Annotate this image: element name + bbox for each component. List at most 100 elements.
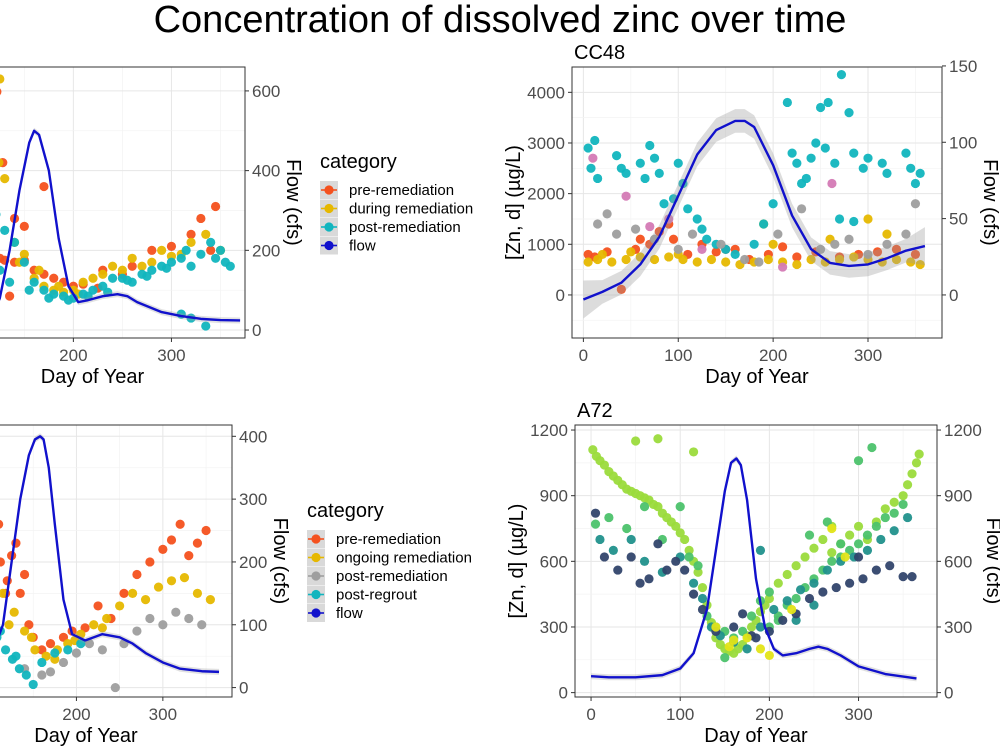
data-point bbox=[608, 545, 618, 555]
series-post-regrout bbox=[0, 626, 86, 690]
data-point bbox=[205, 595, 215, 605]
data-point bbox=[746, 622, 757, 632]
y-tick-label: 900 bbox=[540, 487, 568, 506]
data-point bbox=[158, 620, 168, 630]
panel-bottom-left: 200 300 Day of Year 0 100 200 300 400 Flow (cfs) bbox=[0, 424, 291, 747]
data-point bbox=[907, 572, 917, 582]
flow-smooth bbox=[0, 433, 220, 675]
data-point bbox=[197, 620, 207, 630]
data-point bbox=[84, 639, 94, 649]
data-point bbox=[210, 253, 221, 263]
data-point bbox=[836, 69, 847, 80]
flow-line bbox=[582, 119, 926, 301]
data-point bbox=[5, 291, 15, 301]
y2-tick-label: 600 bbox=[944, 552, 972, 571]
legend-key bbox=[320, 218, 338, 236]
data-point bbox=[0, 265, 5, 275]
data-point bbox=[640, 173, 650, 184]
data-point bbox=[127, 261, 137, 271]
data-point bbox=[804, 530, 815, 540]
data-point bbox=[759, 219, 769, 229]
plot-frame bbox=[0, 424, 233, 698]
data-point bbox=[827, 547, 837, 558]
data-point bbox=[662, 565, 672, 575]
flow-smooth bbox=[590, 455, 917, 682]
data-point bbox=[871, 521, 881, 531]
data-point bbox=[588, 153, 598, 163]
data-point bbox=[906, 257, 916, 267]
data-point bbox=[827, 556, 837, 566]
data-point bbox=[653, 539, 663, 549]
x-tick-label: 200 bbox=[62, 705, 90, 724]
data-point bbox=[19, 569, 30, 580]
data-point bbox=[740, 254, 750, 265]
data-point bbox=[611, 151, 622, 161]
scatter-points bbox=[0, 519, 215, 693]
y2-axis-label: Flow (cfs) bbox=[282, 159, 304, 246]
y2-tick-label: 400 bbox=[239, 427, 267, 446]
x-axis-label: Day of Year bbox=[705, 366, 809, 388]
data-point bbox=[102, 613, 112, 624]
data-point bbox=[30, 645, 40, 655]
data-point bbox=[15, 588, 25, 598]
data-point bbox=[668, 234, 679, 244]
data-point bbox=[902, 512, 913, 523]
data-point bbox=[830, 158, 840, 168]
data-point bbox=[171, 607, 181, 617]
data-point bbox=[593, 219, 603, 229]
data-point bbox=[764, 650, 774, 661]
data-point bbox=[635, 578, 645, 588]
y2-tick-label: 0 bbox=[252, 321, 261, 340]
flow-smooth bbox=[582, 109, 926, 319]
data-point bbox=[697, 582, 708, 593]
y-tick-label: 0 bbox=[556, 286, 565, 305]
plot-frame bbox=[0, 66, 246, 339]
data-point bbox=[0, 173, 10, 184]
legend-key bbox=[307, 530, 325, 548]
data-point bbox=[590, 135, 600, 146]
data-point bbox=[706, 254, 717, 265]
gridlines bbox=[0, 425, 232, 697]
y-tick-label: 600 bbox=[540, 552, 568, 571]
data-point bbox=[782, 569, 792, 580]
data-point bbox=[142, 271, 152, 281]
data-point bbox=[186, 229, 196, 239]
data-point bbox=[63, 295, 74, 305]
data-point bbox=[145, 557, 155, 567]
data-point bbox=[645, 221, 655, 232]
data-point bbox=[768, 239, 778, 249]
data-point bbox=[49, 273, 59, 283]
y-tick-label: 300 bbox=[540, 618, 568, 637]
y-axis-right: 0 200 400 600 bbox=[245, 82, 280, 340]
data-point bbox=[898, 499, 908, 510]
data-point bbox=[729, 622, 739, 632]
data-point bbox=[673, 244, 683, 254]
data-point bbox=[769, 604, 779, 615]
legend-key-dot bbox=[324, 203, 334, 214]
legend-key bbox=[307, 604, 325, 622]
legend-key bbox=[307, 585, 325, 604]
data-point bbox=[19, 221, 29, 232]
gridlines bbox=[572, 66, 942, 338]
data-point bbox=[26, 632, 37, 642]
y2-tick-label: 50 bbox=[949, 210, 968, 229]
x-axis: 200 300 bbox=[59, 338, 186, 365]
data-point bbox=[796, 204, 807, 214]
series-yellow bbox=[711, 523, 850, 661]
data-point bbox=[192, 538, 203, 548]
data-point bbox=[862, 530, 873, 540]
data-point bbox=[911, 458, 922, 468]
x-axis-label: Day of Year bbox=[34, 725, 138, 747]
data-point bbox=[626, 247, 636, 257]
data-point bbox=[654, 168, 664, 178]
legend-top: category pre-remediation during remediatio… bbox=[320, 151, 473, 255]
legend-key-dot bbox=[324, 185, 334, 195]
y2-tick-label: 400 bbox=[252, 162, 280, 181]
x-axis: 0 100 200 300 bbox=[579, 338, 882, 365]
data-point bbox=[830, 239, 840, 249]
data-point bbox=[653, 502, 663, 512]
data-point bbox=[827, 178, 837, 189]
scatter-points bbox=[0, 74, 235, 331]
